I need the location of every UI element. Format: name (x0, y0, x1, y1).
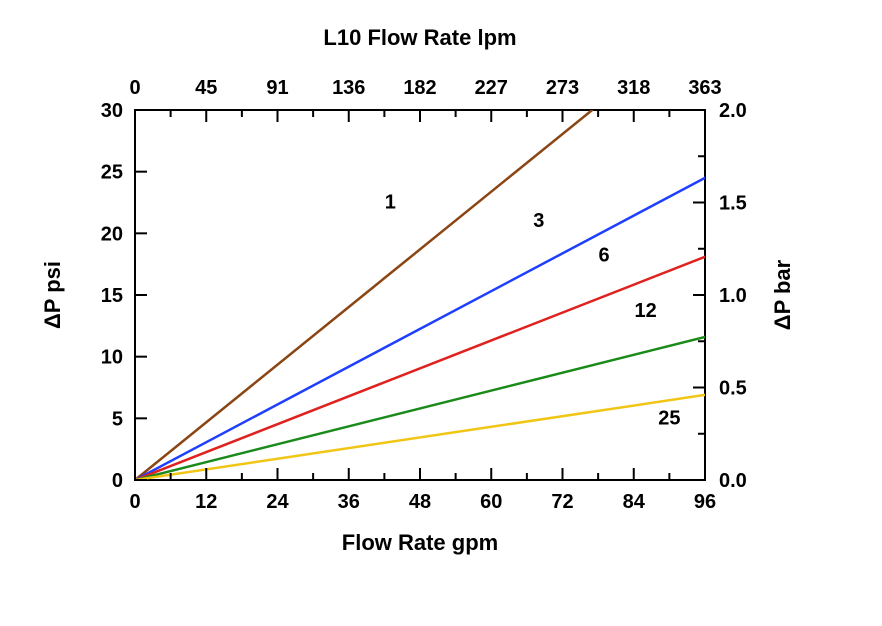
y-left-title: ΔP psi (40, 261, 65, 329)
yr-tick-label: 0.0 (719, 470, 747, 492)
yl-tick-label: 25 (101, 162, 123, 184)
series-label-3: 3 (533, 210, 544, 232)
yl-tick-label: 0 (112, 470, 123, 492)
xt-tick-label: 227 (475, 77, 508, 99)
series-label-1: 1 (385, 192, 396, 214)
chart-svg: 1361225012243648607284960459113618222727… (0, 0, 882, 626)
xb-tick-label: 84 (623, 491, 646, 513)
xb-tick-label: 72 (551, 491, 573, 513)
yr-tick-label: 1.5 (719, 193, 747, 215)
yr-tick-label: 2.0 (719, 100, 747, 122)
xt-tick-label: 318 (617, 77, 650, 99)
yl-tick-label: 15 (101, 285, 123, 307)
xb-tick-label: 60 (480, 491, 502, 513)
xt-tick-label: 136 (332, 77, 365, 99)
xb-tick-label: 36 (338, 491, 360, 513)
xt-tick-label: 45 (195, 77, 217, 99)
yl-tick-label: 20 (101, 223, 123, 245)
series-label-12: 12 (635, 300, 657, 322)
x-top-title: L10 Flow Rate lpm (323, 25, 516, 50)
yl-tick-label: 5 (112, 408, 123, 430)
flow-rate-chart: 1361225012243648607284960459113618222727… (0, 0, 882, 626)
yl-tick-label: 30 (101, 100, 123, 122)
xt-tick-label: 182 (403, 77, 436, 99)
y-right-title: ΔP bar (770, 259, 795, 330)
xb-tick-label: 48 (409, 491, 431, 513)
xb-tick-label: 96 (694, 491, 716, 513)
yr-tick-label: 1.0 (719, 285, 747, 307)
yr-tick-label: 0.5 (719, 378, 747, 400)
xb-tick-label: 12 (195, 491, 217, 513)
xt-tick-label: 363 (688, 77, 721, 99)
series-label-25: 25 (658, 408, 680, 430)
xt-tick-label: 273 (546, 77, 579, 99)
xt-tick-label: 0 (129, 77, 140, 99)
xb-tick-label: 24 (266, 491, 289, 513)
yl-tick-label: 10 (101, 347, 123, 369)
x-bottom-title: Flow Rate gpm (342, 530, 498, 555)
xb-tick-label: 0 (129, 491, 140, 513)
xt-tick-label: 91 (266, 77, 288, 99)
series-label-6: 6 (599, 245, 610, 267)
